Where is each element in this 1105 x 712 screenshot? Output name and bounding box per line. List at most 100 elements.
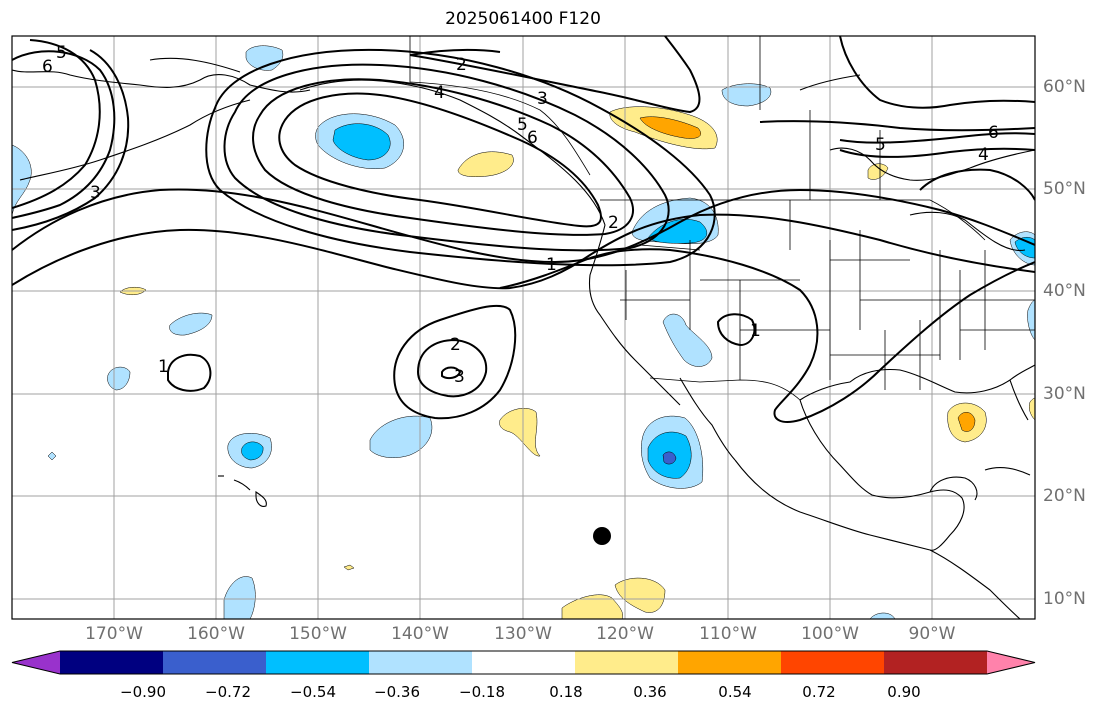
colorbar-label-neg-036: −0.36 <box>374 683 420 701</box>
contour-label-1-coast: 1 <box>546 255 557 275</box>
colorbar-label-neg-072: −0.72 <box>205 683 251 701</box>
contour-label-5-ne: 5 <box>875 135 886 155</box>
contour-main-jet-6 <box>12 39 101 209</box>
contour-label-2-canada: 2 <box>456 55 467 75</box>
neg-patch-baja-north <box>662 313 713 367</box>
pos-patch-hudson <box>867 163 889 180</box>
contour-canada-2 <box>409 48 501 56</box>
neg-patch-mexico-west-inner <box>662 451 677 465</box>
colorbar-swatch-6 <box>575 651 679 674</box>
contour-subtropical-high-inner <box>441 366 462 380</box>
contour-label-2-high: 2 <box>450 335 461 355</box>
state-lines-central <box>789 200 940 390</box>
lon-label-130w: 130°W <box>494 624 552 644</box>
contour-label-1-sw: 1 <box>750 321 761 341</box>
contour-gulf-low-1 <box>278 92 602 228</box>
coast-florida <box>1009 379 1029 421</box>
contour-label-4-gulf: 4 <box>434 83 445 103</box>
coast-hawaii-2 <box>233 479 251 491</box>
contour-label-1-central: 1 <box>158 357 169 377</box>
colorbar-swatch-8 <box>781 651 885 674</box>
pos-patch-subtropics <box>499 408 541 457</box>
colorbar-outline <box>11 650 1036 675</box>
contour-gulf-low-2 <box>252 78 634 236</box>
neg-patch-pacific-nw-core <box>647 219 708 244</box>
colorbar-swatch-1 <box>60 651 164 674</box>
contour-ne-ridge-4 <box>839 147 1035 158</box>
colorbar-label-pos-054: 0.54 <box>718 683 752 701</box>
pos-patch-small-dot <box>343 564 355 571</box>
pos-patch-east-edge <box>1028 397 1035 421</box>
lat-label-30n: 30°N <box>1043 384 1086 404</box>
lon-label-120w: 120°W <box>596 624 654 644</box>
coast-gulf-west <box>799 399 965 551</box>
contour-jet-1 <box>499 248 1035 423</box>
contours <box>12 36 1035 423</box>
lon-label-150w: 150°W <box>289 624 347 644</box>
coast-alaska-north <box>149 57 241 73</box>
coast-baja <box>679 377 736 461</box>
contour-label-6-ne: 6 <box>988 123 999 143</box>
contour-label-4-ne: 4 <box>978 145 989 165</box>
contour-subtropical-high-3 <box>416 338 488 398</box>
neg-patch-hawaii-core <box>241 441 264 461</box>
lat-label-60n: 60°N <box>1043 77 1086 97</box>
colorbar-extend-low <box>12 651 60 674</box>
coast-west-us <box>588 224 681 406</box>
borders <box>409 36 1035 401</box>
contour-ne-closed <box>919 168 1035 201</box>
colorbar-label-pos-072: 0.72 <box>802 683 836 701</box>
coast-great-lakes <box>909 211 1026 252</box>
coast-hawaii-3 <box>255 490 267 507</box>
neg-patch-equatorial <box>223 576 256 619</box>
lon-label-140w: 140°W <box>391 624 449 644</box>
map-title: 2025061400 F120 <box>445 9 601 29</box>
coast-siberia-alaska <box>12 69 311 93</box>
lat-label-40n: 40°N <box>1043 281 1086 301</box>
neg-patch-aleutian <box>245 45 284 71</box>
contour-canada-3 <box>409 36 701 114</box>
pos-patch-bc-coast-core <box>639 116 701 139</box>
lon-label-90w: 90°W <box>908 624 956 644</box>
coast-cuba <box>984 466 1031 476</box>
contour-label-3-high: 3 <box>454 367 465 387</box>
state-lines-east <box>939 250 1035 360</box>
neg-patch-gulf-of-alaska-core <box>332 123 391 161</box>
contour-label-3-west: 3 <box>90 183 101 203</box>
coast-yucatan <box>929 476 978 501</box>
colorbar-swatch-3 <box>266 651 370 674</box>
colorbar-label-pos-036: 0.36 <box>633 683 667 701</box>
contour-label-3-canada: 3 <box>537 89 548 109</box>
neg-patch-small-dot <box>47 451 57 461</box>
contour-label-6-nw: 6 <box>42 57 53 77</box>
lon-label-100w: 100°W <box>801 624 859 644</box>
colorbar <box>11 650 1036 675</box>
coast-central-america <box>929 549 1021 619</box>
shaded-anomalies <box>12 45 1035 619</box>
lat-label-10n: 10°N <box>1043 589 1086 609</box>
contour-southwest-low <box>716 313 756 347</box>
neg-patch-mid-pacific <box>169 312 213 336</box>
colorbar-swatch-5 <box>472 651 576 674</box>
colorbar-extend-high <box>987 651 1035 674</box>
contour-label-6-gulf: 6 <box>527 128 538 148</box>
coast-gulf-of-mexico <box>799 364 1035 401</box>
location-marker-dot <box>593 527 611 545</box>
colorbar-swatch-7 <box>678 651 782 674</box>
colorbar-swatch-2 <box>163 651 267 674</box>
neg-patch-hawaii-north <box>107 366 131 391</box>
lon-label-110w: 110°W <box>699 624 757 644</box>
contour-central-pacific-low <box>167 353 212 392</box>
neg-patch-subtropics <box>369 415 433 458</box>
border-alaska-canada <box>409 36 591 176</box>
colorbar-swatch-9 <box>884 651 988 674</box>
contour-ne-ridge-5 <box>839 132 1035 144</box>
coast-mexico-west <box>734 459 931 551</box>
colorbar-label-neg-054: −0.54 <box>290 683 336 701</box>
neg-patch-alaska-north <box>721 83 772 107</box>
colorbar-label-pos-090: 0.90 <box>887 683 921 701</box>
graticule <box>12 36 1035 619</box>
contour-label-2-coast: 2 <box>608 213 619 233</box>
map-border <box>11 35 1036 620</box>
